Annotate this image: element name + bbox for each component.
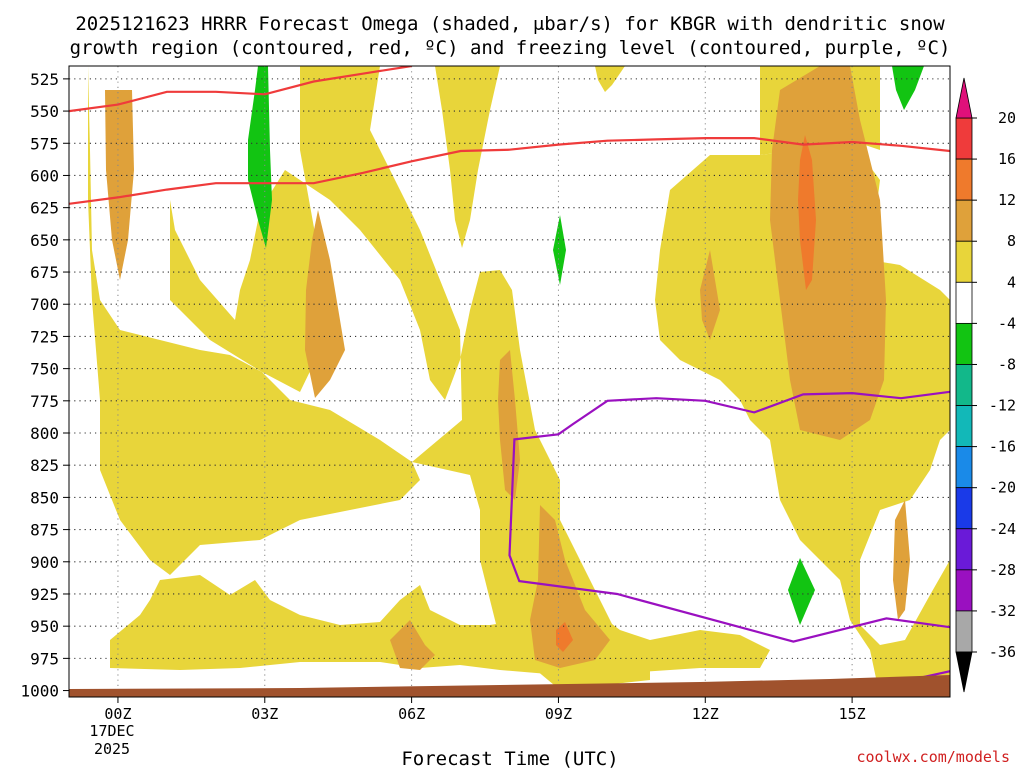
- x-axis-title: Forecast Time (UTC): [401, 748, 618, 768]
- plot-frame: [68, 65, 951, 698]
- omega-green-1: [248, 66, 272, 248]
- x-tick-label-06Z: 06Z: [398, 705, 425, 723]
- colorbar-segment-0: [955, 117, 973, 160]
- colorbar-label--20: -20: [989, 479, 1016, 497]
- y-tick-label-800: 800: [30, 424, 59, 443]
- y-tick-label-600: 600: [30, 166, 59, 185]
- colorbar-segment-2: [955, 199, 973, 242]
- colorbar-segment-6: [955, 364, 973, 406]
- freezing-level-contour: [508, 390, 950, 692]
- colorbar-label--28: -28: [989, 561, 1016, 579]
- colorbar-label--16: -16: [989, 438, 1016, 456]
- colorbar-label--24: -24: [989, 520, 1016, 538]
- y-tick-label-675: 675: [30, 263, 59, 282]
- omega-orange-1: [798, 135, 816, 290]
- y-tick-label-625: 625: [30, 199, 59, 218]
- y-tick-label-550: 550: [30, 102, 59, 121]
- grid: [69, 66, 950, 697]
- colorbar-segment-1: [955, 158, 973, 201]
- colorbar-label-12: 12: [998, 191, 1016, 209]
- plot-area: [69, 66, 950, 697]
- colorbar-label--4: -4: [998, 314, 1016, 332]
- y-tick-label-700: 700: [30, 295, 59, 314]
- colorbar-segment-8: [955, 446, 973, 489]
- y-tick-label-850: 850: [30, 488, 59, 507]
- colorbar-label-4: 4: [1007, 273, 1016, 291]
- y-tick-label-775: 775: [30, 392, 59, 411]
- colorbar-segment-4: [955, 281, 973, 324]
- colorbar-bottom-arrow: [955, 651, 973, 693]
- omega-tan-8: [893, 500, 910, 620]
- omega-orange-2: [556, 622, 573, 652]
- omega-region-tall-mid: [435, 66, 500, 248]
- y-tick-label-825: 825: [30, 456, 59, 475]
- dgz-lower-contour: [69, 137, 950, 205]
- omega-tan-1: [105, 90, 134, 280]
- chart-title-line2: growth region (contoured, red, ºC) and f…: [70, 37, 951, 59]
- y-axis: 525 550 575 600 625 650 675 700 725 750 775 800 825 8…: [20, 70, 69, 701]
- y-tick-label-1000: 1000: [20, 682, 59, 701]
- x-tick-label-09Z: 09Z: [545, 705, 572, 723]
- x-tick-label-12Z: 12Z: [692, 705, 719, 723]
- x-tick-label-00Z: 00Z: [104, 705, 131, 723]
- y-tick-label-650: 650: [30, 231, 59, 250]
- y-tick-label-875: 875: [30, 521, 59, 540]
- date-day-label: 17DEC: [89, 722, 134, 740]
- colorbar-segment-9: [955, 487, 973, 530]
- omega-green-3: [788, 558, 815, 625]
- colorbar-label--8: -8: [998, 355, 1016, 373]
- colorbar-segment-3: [955, 240, 973, 283]
- colorbar-label--32: -32: [989, 602, 1016, 620]
- omega-tan-6: [700, 250, 720, 340]
- colorbar-segment-10: [955, 528, 973, 571]
- credit-text: coolwx.com/models: [856, 748, 1010, 766]
- dgz-upper-contour: [69, 66, 412, 113]
- terrain: [69, 675, 950, 697]
- x-tick-label-03Z: 03Z: [251, 705, 278, 723]
- colorbar: 20 16 12 8 4 -4 -8 -12 -16 -20 -24 -28 -32 -36: [955, 77, 1016, 693]
- y-tick-label-975: 975: [30, 649, 59, 668]
- colorbar-label--36: -36: [989, 643, 1016, 661]
- y-tick-label-725: 725: [30, 327, 59, 346]
- omega-region-main-left: [88, 66, 420, 575]
- omega-tan-5: [390, 620, 435, 670]
- colorbar-label-16: 16: [998, 150, 1016, 168]
- omega-green-4: [892, 66, 924, 110]
- colorbar-top-arrow: [955, 77, 973, 119]
- omega-green-2: [553, 215, 566, 285]
- colorbar-segment-11: [955, 569, 973, 612]
- omega-region-lower-band: [110, 575, 770, 675]
- x-axis: 00Z 03Z 06Z 09Z 12Z 15Z: [104, 697, 866, 723]
- x-tick-label-15Z: 15Z: [839, 705, 866, 723]
- y-tick-label-950: 950: [30, 617, 59, 636]
- y-tick-label-575: 575: [30, 134, 59, 153]
- date-year-label: 2025: [94, 740, 130, 758]
- omega-tan-7: [770, 66, 886, 440]
- colorbar-segment-12: [955, 610, 973, 653]
- chart-title-line1: 2025121623 HRRR Forecast Omega (shaded, …: [75, 13, 945, 35]
- y-tick-label-900: 900: [30, 553, 59, 572]
- y-tick-label-525: 525: [30, 70, 59, 89]
- y-tick-label-750: 750: [30, 360, 59, 379]
- colorbar-label-20: 20: [998, 109, 1016, 127]
- colorbar-segment-5: [955, 322, 973, 365]
- colorbar-segment-7: [955, 405, 973, 448]
- y-tick-label-925: 925: [30, 585, 59, 604]
- colorbar-label--12: -12: [989, 397, 1016, 415]
- omega-tan-4: [530, 505, 610, 668]
- colorbar-label-8: 8: [1007, 232, 1016, 250]
